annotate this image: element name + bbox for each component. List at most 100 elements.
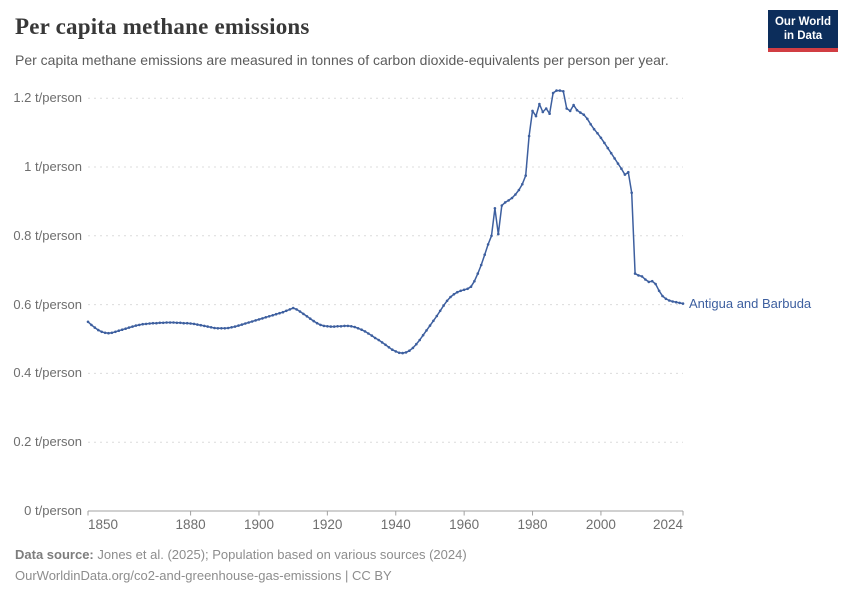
data-point-marker[interactable] (165, 321, 168, 324)
data-point-marker[interactable] (531, 109, 534, 113)
data-point-marker[interactable] (291, 306, 295, 310)
data-point-marker[interactable] (110, 331, 114, 335)
data-point-marker[interactable] (586, 117, 589, 121)
data-point-marker[interactable] (124, 327, 127, 331)
data-point-marker[interactable] (189, 322, 192, 325)
data-point-marker[interactable] (384, 343, 387, 347)
data-point-marker[interactable] (589, 123, 592, 126)
data-point-marker[interactable] (114, 330, 117, 334)
data-point-marker[interactable] (305, 315, 309, 318)
data-point-marker[interactable] (192, 322, 196, 326)
data-point-marker[interactable] (606, 146, 610, 150)
data-point-marker[interactable] (158, 321, 162, 325)
data-point-marker[interactable] (206, 325, 209, 328)
data-point-marker[interactable] (490, 234, 493, 238)
data-point-marker[interactable] (637, 274, 640, 277)
data-point-marker[interactable] (592, 127, 596, 131)
data-point-marker[interactable] (428, 324, 432, 327)
data-point-marker[interactable] (97, 328, 100, 332)
data-point-marker[interactable] (336, 325, 339, 328)
data-point-marker[interactable] (671, 300, 674, 303)
data-point-marker[interactable] (203, 324, 206, 328)
data-point-marker[interactable] (107, 331, 110, 335)
data-point-marker[interactable] (534, 114, 538, 118)
owid-logo[interactable]: Our World in Data (768, 10, 838, 52)
data-point-marker[interactable] (315, 321, 319, 325)
data-point-marker[interactable] (401, 351, 404, 355)
data-point-marker[interactable] (568, 109, 572, 113)
data-point-marker[interactable] (223, 327, 227, 330)
data-point-marker[interactable] (90, 323, 93, 327)
data-point-marker[interactable] (514, 193, 517, 196)
data-point-marker[interactable] (117, 329, 121, 333)
data-point-marker[interactable] (247, 321, 250, 324)
data-point-marker[interactable] (661, 294, 664, 298)
data-point-marker[interactable] (271, 314, 275, 317)
data-point-marker[interactable] (674, 300, 678, 304)
data-point-marker[interactable] (144, 322, 148, 326)
data-point-marker[interactable] (353, 325, 357, 329)
data-point-marker[interactable] (103, 331, 107, 335)
data-point-marker[interactable] (623, 173, 627, 176)
data-point-marker[interactable] (377, 338, 381, 342)
data-point-marker[interactable] (668, 299, 671, 302)
data-point-marker[interactable] (579, 111, 582, 114)
data-point-marker[interactable] (397, 351, 401, 355)
data-point-marker[interactable] (493, 207, 497, 210)
data-point-marker[interactable] (141, 322, 144, 326)
data-point-marker[interactable] (312, 319, 316, 323)
data-point-marker[interactable] (100, 330, 103, 334)
data-point-marker[interactable] (274, 312, 278, 316)
data-point-marker[interactable] (408, 349, 411, 353)
data-point-marker[interactable] (572, 103, 575, 107)
data-point-marker[interactable] (524, 174, 527, 177)
data-point-marker[interactable] (233, 325, 237, 328)
data-point-marker[interactable] (267, 315, 271, 318)
data-point-marker[interactable] (295, 308, 298, 311)
data-point-marker[interactable] (425, 329, 428, 332)
data-point-marker[interactable] (209, 326, 213, 329)
data-point-marker[interactable] (127, 326, 131, 329)
data-point-marker[interactable] (462, 288, 466, 292)
data-point-marker[interactable] (199, 323, 203, 327)
data-point-marker[interactable] (367, 332, 370, 335)
data-point-marker[interactable] (644, 278, 647, 281)
data-point-marker[interactable] (418, 338, 422, 342)
data-point-marker[interactable] (541, 110, 545, 114)
data-point-marker[interactable] (264, 316, 268, 319)
data-point-marker[interactable] (479, 263, 483, 267)
data-point-marker[interactable] (664, 297, 668, 301)
data-point-marker[interactable] (647, 280, 651, 284)
data-point-marker[interactable] (226, 326, 230, 330)
data-point-marker[interactable] (185, 321, 189, 325)
data-point-marker[interactable] (281, 310, 285, 314)
data-point-marker[interactable] (640, 275, 644, 278)
data-point-marker[interactable] (360, 328, 363, 332)
data-point-marker[interactable] (230, 326, 233, 329)
data-point-marker[interactable] (510, 196, 514, 200)
data-point-marker[interactable] (363, 330, 367, 333)
data-point-marker[interactable] (319, 323, 322, 327)
data-point-marker[interactable] (404, 351, 408, 354)
data-point-marker[interactable] (575, 108, 579, 112)
data-point-marker[interactable] (148, 322, 151, 325)
data-point-marker[interactable] (421, 333, 425, 337)
data-point-marker[interactable] (459, 289, 463, 293)
data-point-marker[interactable] (244, 322, 247, 325)
data-point-marker[interactable] (120, 328, 124, 332)
data-point-marker[interactable] (613, 157, 616, 160)
data-point-marker[interactable] (332, 325, 336, 328)
data-point-marker[interactable] (558, 89, 562, 92)
data-point-marker[interactable] (216, 327, 220, 330)
data-point-marker[interactable] (261, 317, 264, 320)
data-point-marker[interactable] (562, 90, 565, 93)
data-point-marker[interactable] (503, 201, 507, 204)
data-point-marker[interactable] (250, 320, 254, 323)
data-point-marker[interactable] (326, 325, 329, 328)
data-point-marker[interactable] (473, 279, 476, 283)
data-point-marker[interactable] (131, 325, 134, 328)
data-point-marker[interactable] (476, 272, 480, 275)
data-point-marker[interactable] (391, 348, 394, 352)
data-point-marker[interactable] (339, 325, 343, 328)
